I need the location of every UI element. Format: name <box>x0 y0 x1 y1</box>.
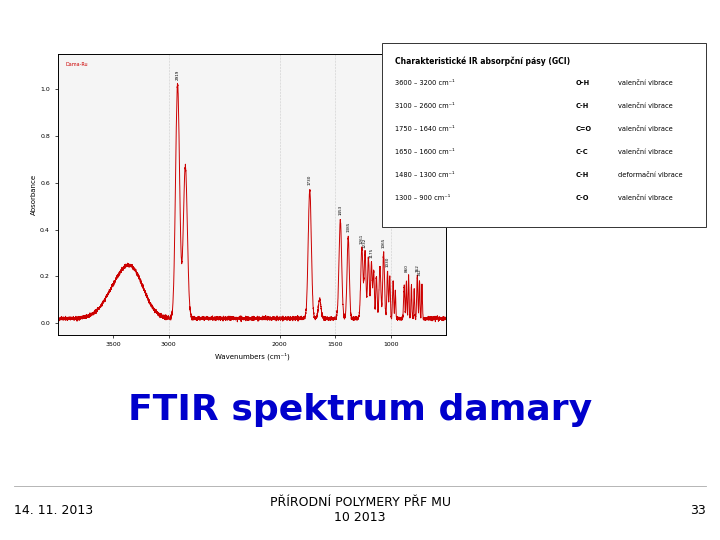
Text: O-H: O-H <box>576 80 590 86</box>
Text: 3600 – 3200 cm⁻¹: 3600 – 3200 cm⁻¹ <box>395 80 454 86</box>
Text: 1385: 1385 <box>346 221 350 232</box>
Text: 2919: 2919 <box>176 69 179 80</box>
Text: 33: 33 <box>690 504 706 517</box>
Text: C=O: C=O <box>576 126 592 132</box>
Text: 1480 – 1300 cm⁻¹: 1480 – 1300 cm⁻¹ <box>395 172 454 178</box>
Text: 1730: 1730 <box>307 174 312 185</box>
Text: Charakteristické IR absorpční pásy (GCI): Charakteristické IR absorpční pásy (GCI) <box>395 56 570 65</box>
Text: FTIR spektrum damary: FTIR spektrum damary <box>128 394 592 427</box>
Text: 1232: 1232 <box>363 238 367 248</box>
Text: 762: 762 <box>415 264 419 272</box>
Text: C-H: C-H <box>576 103 590 109</box>
Text: valenční vibrace: valenční vibrace <box>618 149 673 155</box>
Text: valenční vibrace: valenční vibrace <box>618 80 673 86</box>
Y-axis label: Absorbance: Absorbance <box>31 174 37 215</box>
Text: 3100 – 2600 cm⁻¹: 3100 – 2600 cm⁻¹ <box>395 103 454 109</box>
Text: valenční vibrace: valenční vibrace <box>618 103 673 109</box>
Text: valenční vibrace: valenční vibrace <box>618 195 673 201</box>
Text: PŘÍRODNÍ POLYMERY PŘF MU
10 2013: PŘÍRODNÍ POLYMERY PŘF MU 10 2013 <box>269 496 451 524</box>
Text: 1030: 1030 <box>385 256 390 267</box>
Text: 1453: 1453 <box>338 205 342 215</box>
Text: 1065: 1065 <box>382 238 386 248</box>
Text: Dama-Ru: Dama-Ru <box>66 63 88 68</box>
Text: valenční vibrace: valenční vibrace <box>618 126 673 132</box>
Text: deformační vibrace: deformační vibrace <box>618 172 683 178</box>
Text: 1175: 1175 <box>369 247 374 258</box>
X-axis label: Wavenumbers (cm⁻¹): Wavenumbers (cm⁻¹) <box>215 353 289 361</box>
Text: 1261: 1261 <box>360 233 364 244</box>
Text: 14. 11. 2013: 14. 11. 2013 <box>14 504 94 517</box>
Text: C-C: C-C <box>576 149 589 155</box>
Text: 860: 860 <box>405 264 408 272</box>
Text: 1650 – 1600 cm⁻¹: 1650 – 1600 cm⁻¹ <box>395 149 454 155</box>
Text: 1300 – 900 cm⁻¹: 1300 – 900 cm⁻¹ <box>395 195 450 201</box>
Text: 1750 – 1640 cm⁻¹: 1750 – 1640 cm⁻¹ <box>395 126 454 132</box>
Text: 742: 742 <box>418 268 421 276</box>
Text: C-H: C-H <box>576 172 590 178</box>
Text: C-O: C-O <box>576 195 590 201</box>
